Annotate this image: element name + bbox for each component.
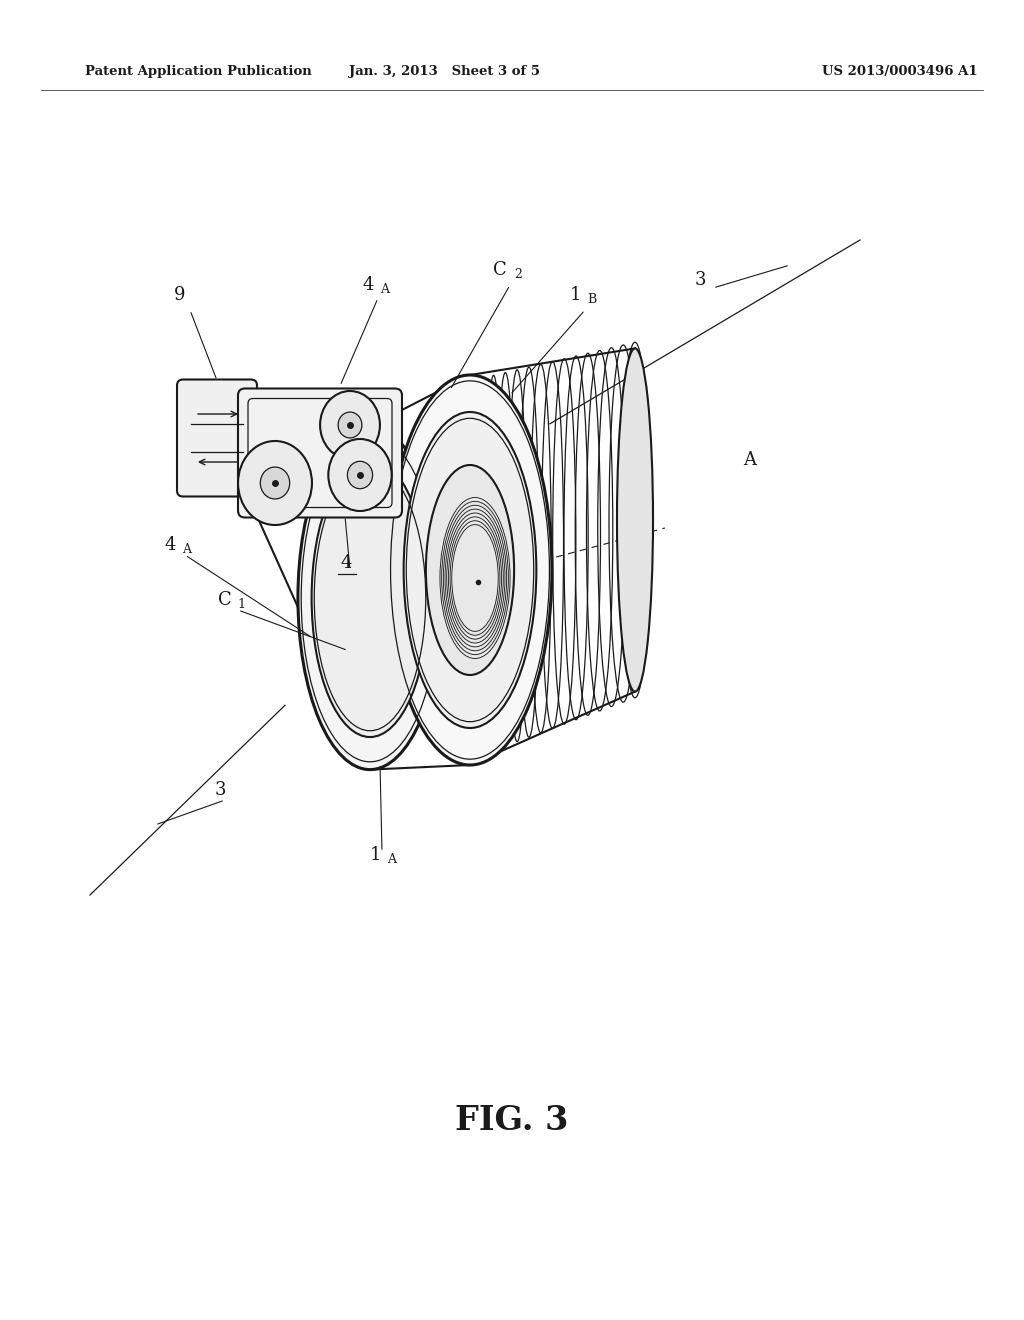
Ellipse shape xyxy=(388,375,552,766)
Ellipse shape xyxy=(617,348,653,692)
Ellipse shape xyxy=(321,391,380,459)
Text: 4: 4 xyxy=(362,276,374,294)
Ellipse shape xyxy=(338,412,361,438)
Ellipse shape xyxy=(426,465,514,675)
Text: B: B xyxy=(587,293,596,306)
Text: A: A xyxy=(182,543,191,556)
Text: A: A xyxy=(743,451,757,469)
Ellipse shape xyxy=(329,440,391,511)
Ellipse shape xyxy=(403,412,537,729)
Text: C: C xyxy=(218,591,231,609)
Ellipse shape xyxy=(311,459,428,737)
Text: 1: 1 xyxy=(237,598,245,611)
Text: 3: 3 xyxy=(694,271,706,289)
Text: 4: 4 xyxy=(340,554,351,572)
Text: Patent Application Publication: Patent Application Publication xyxy=(85,66,311,78)
Text: US 2013/0003496 A1: US 2013/0003496 A1 xyxy=(822,66,978,78)
Text: C: C xyxy=(494,261,507,279)
Text: 2: 2 xyxy=(514,268,522,281)
Ellipse shape xyxy=(260,467,290,499)
Text: Jan. 3, 2013   Sheet 3 of 5: Jan. 3, 2013 Sheet 3 of 5 xyxy=(349,66,541,78)
Ellipse shape xyxy=(298,426,442,770)
Text: A: A xyxy=(387,853,396,866)
Text: 1: 1 xyxy=(569,286,581,304)
Ellipse shape xyxy=(238,441,312,525)
Text: 3: 3 xyxy=(214,781,225,799)
Text: 1: 1 xyxy=(370,846,381,865)
FancyBboxPatch shape xyxy=(238,388,402,517)
Text: A: A xyxy=(380,282,389,296)
Ellipse shape xyxy=(347,461,373,488)
Text: 9: 9 xyxy=(174,286,185,304)
Text: FIG. 3: FIG. 3 xyxy=(456,1104,568,1137)
Text: 4: 4 xyxy=(164,536,176,554)
FancyBboxPatch shape xyxy=(177,380,257,496)
